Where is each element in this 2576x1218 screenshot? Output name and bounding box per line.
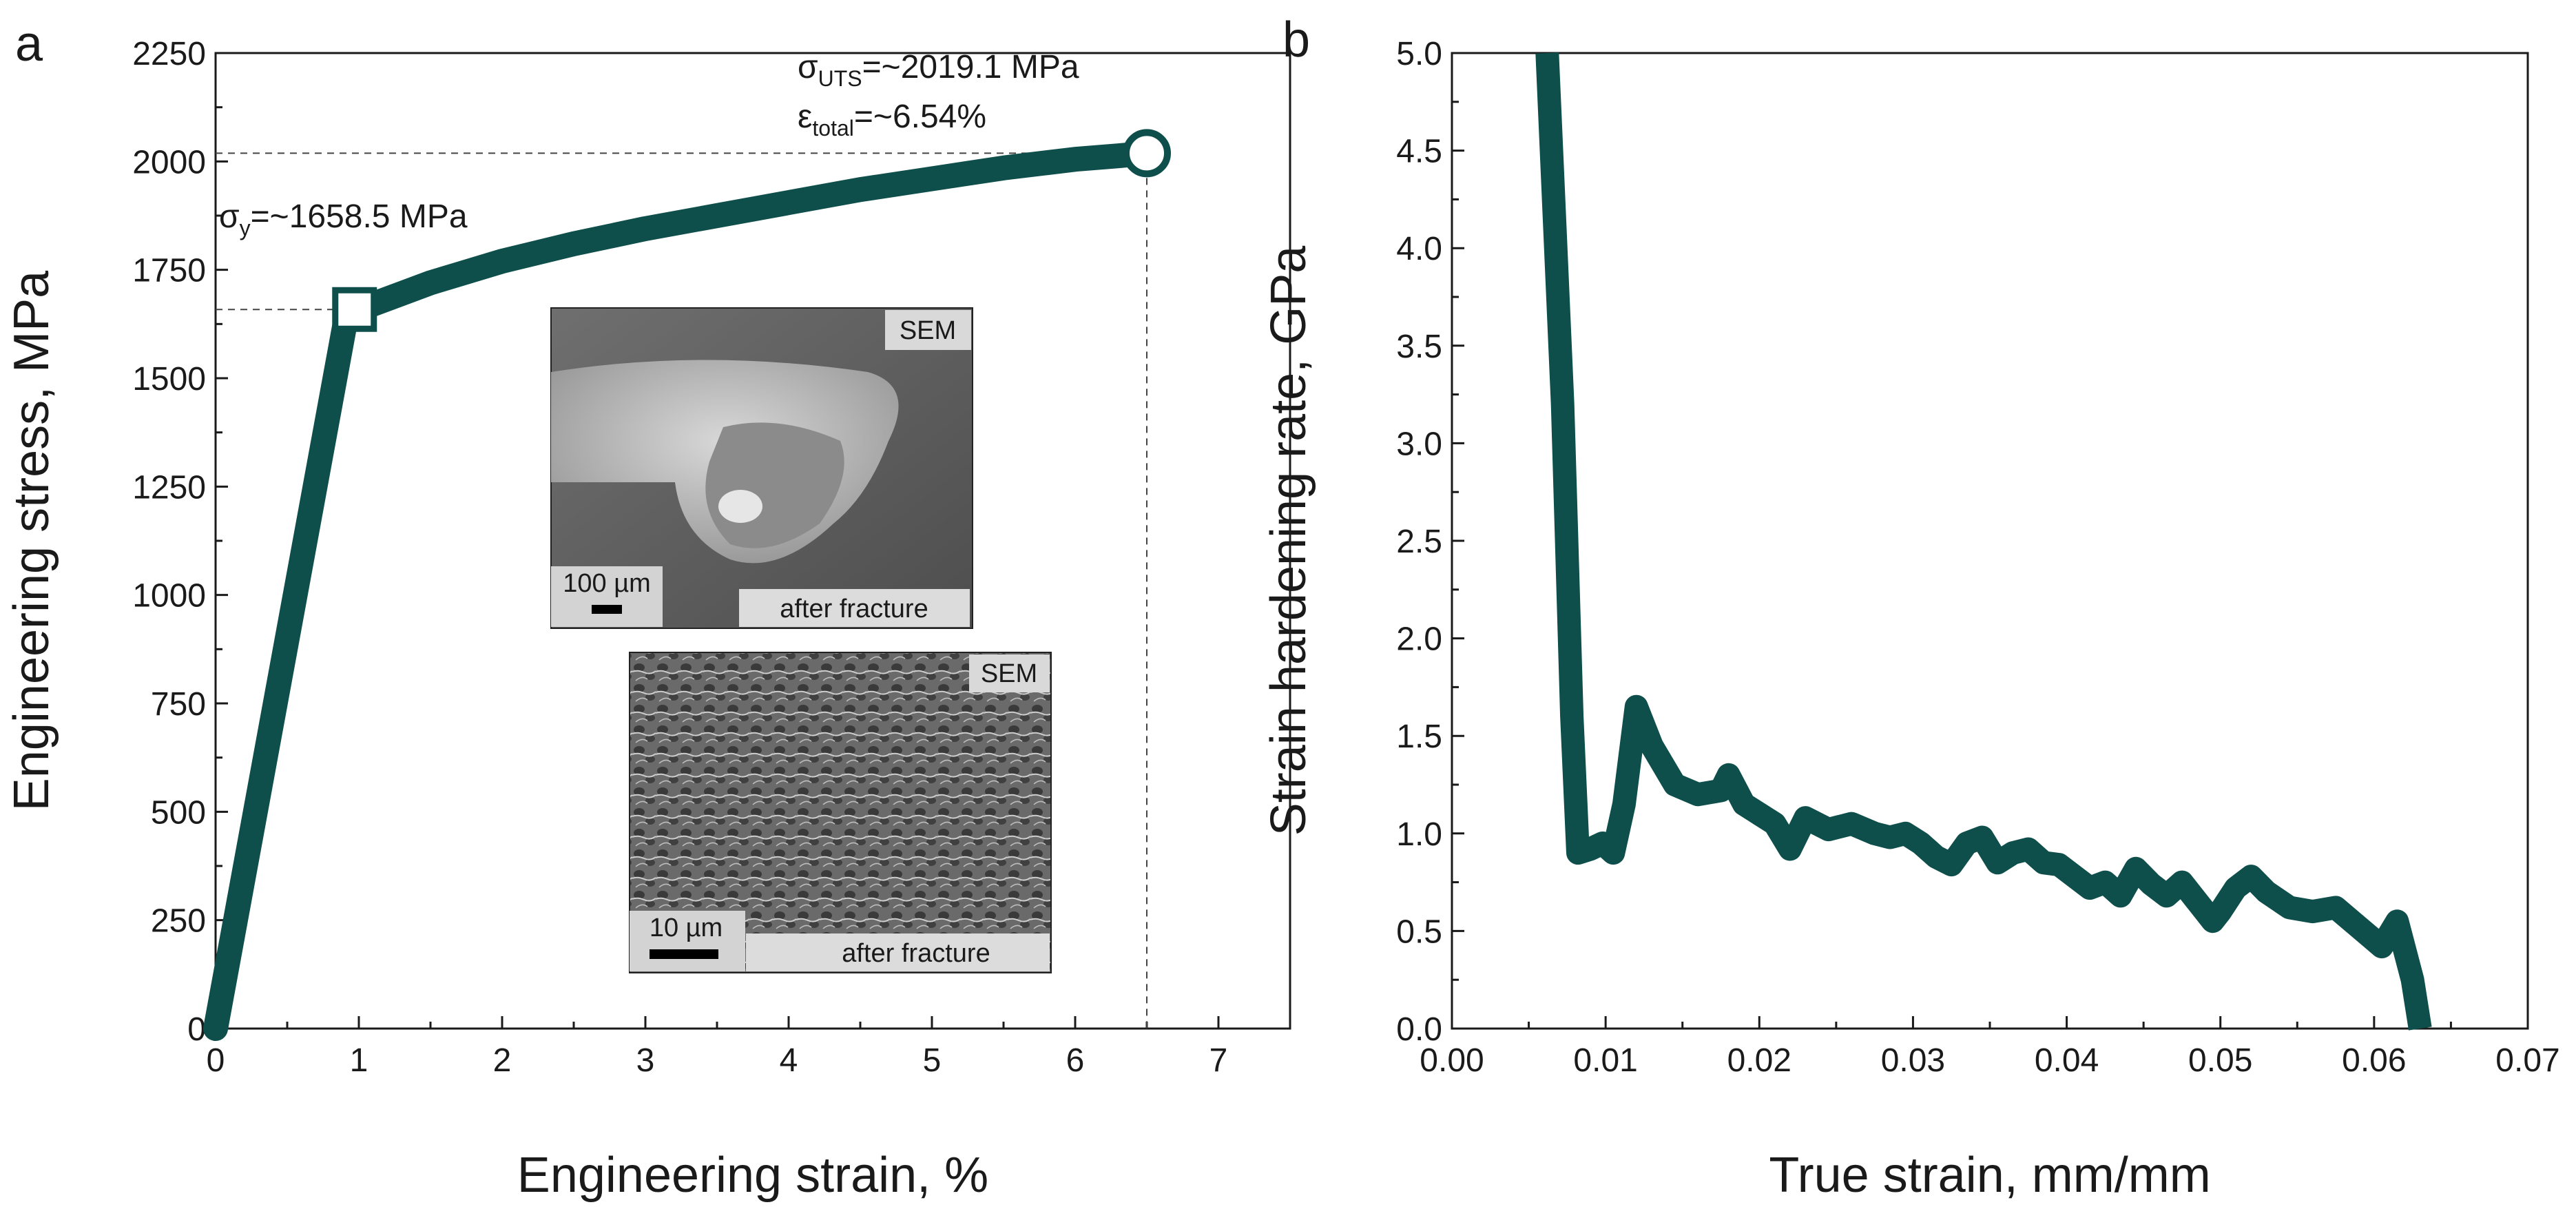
sem-inset-dimples-scale-box — [630, 911, 745, 971]
sem-inset-dimples-tag: SEM — [981, 659, 1037, 688]
panel-a-y-tick-label: 2250 — [132, 36, 206, 72]
panel-a-x-tick-label: 5 — [923, 1042, 942, 1079]
panel-b-y-tick-label: 0.0 — [1396, 1011, 1442, 1048]
uts-annotation: σUTS=~2019.1 MPa — [798, 49, 1079, 91]
panel-a-y-axis-label: Engineering stress, MPa — [4, 270, 59, 811]
sem-inset-dimples-scale-bar — [650, 949, 718, 959]
panel-a-y-ticks: 0 250 500 750 1000 1250 1500 1750 2000 2250 — [132, 36, 228, 1048]
yield-annotation: σy=~1658.5 MPa — [219, 198, 468, 240]
sem-inset-dimples-caption: after fracture — [842, 939, 990, 968]
sem-inset-dimples-scale-label: 10 µm — [650, 914, 723, 942]
panel-b-x-tick-label: 0.01 — [1573, 1042, 1637, 1079]
yield-subscript: y — [240, 216, 251, 240]
panel-a-y-tick-label: 0 — [187, 1011, 206, 1048]
total-subscript: total — [812, 116, 853, 141]
panel-a-x-axis-label: Engineering strain, % — [517, 1148, 988, 1203]
panel-a-x-tick-label: 1 — [350, 1042, 368, 1079]
sem-inset-overview-tag: SEM — [900, 316, 956, 345]
panel-b-x-axis-label: True strain, mm/mm — [1769, 1148, 2210, 1203]
panel-b-x-tick-label: 0.06 — [2342, 1042, 2406, 1079]
panel-a-y-tick-label: 750 — [151, 686, 206, 723]
hardening-rate-curve — [1535, 52, 2432, 1031]
panel-b-label: b — [1282, 12, 1310, 68]
panel-b-plot-frame — [1451, 52, 2529, 1030]
sem-inset-overview-caption: after fracture — [780, 595, 928, 623]
yield-value: =~1658.5 MPa — [251, 198, 468, 235]
uts-symbol: σ — [798, 49, 818, 85]
panel-b-y-tick-label: 2.0 — [1396, 621, 1442, 658]
panel-a-x-tick-label: 2 — [493, 1042, 512, 1079]
panel-a-y-tick-label: 1500 — [132, 361, 206, 398]
panel-b-y-tick-label: 4.5 — [1396, 134, 1442, 170]
sem-inset-overview-tag-box — [885, 310, 971, 350]
sem-inset-overview-caption-box — [739, 589, 970, 627]
panel-b-x-tick-label: 0.03 — [1881, 1042, 1945, 1079]
panel-a-y-tick-label: 1250 — [132, 469, 206, 506]
yield-point-marker — [332, 287, 377, 332]
panel-a-x-ticks: 0 1 2 3 4 5 6 7 — [207, 1016, 1291, 1079]
panel-a-y-tick-label: 1000 — [132, 578, 206, 615]
total-value: =~6.54% — [854, 99, 986, 135]
panel-b-y-ticks: 0.0 0.5 1.0 1.5 2.0 2.5 3.0 3.5 4.0 4.5 5.0 — [1396, 36, 1464, 1048]
panel-b-y-tick-label: 1.5 — [1396, 719, 1442, 755]
panel-b-y-tick-label: 0.5 — [1396, 914, 1442, 950]
panel-b-y-tick-label: 2.5 — [1396, 524, 1442, 560]
panel-a: a Engineering stress, MPa Engineering st… — [4, 17, 1291, 1203]
panel-b-y-tick-label: 1.0 — [1396, 816, 1442, 853]
panel-b: b Strain hardening rate, GPa True strain… — [1261, 12, 2560, 1203]
sem-inset-dimples: SEM after fracture 10 µm — [629, 652, 1052, 973]
panel-b-y-axis-label: Strain hardening rate, GPa — [1261, 245, 1316, 836]
panel-a-x-tick-label: 6 — [1066, 1042, 1085, 1079]
fracture-origin-shape — [718, 490, 762, 523]
panel-b-x-ticks: 0.00 0.01 0.02 0.03 0.04 0.05 0.06 0.07 — [1420, 1016, 2560, 1079]
panel-a-y-tick-label: 1750 — [132, 253, 206, 289]
total-symbol: ε — [798, 99, 812, 135]
sem-inset-dimples-tag-box — [969, 654, 1050, 692]
panel-b-x-tick-label: 0.04 — [2035, 1042, 2099, 1079]
uts-value: =~2019.1 MPa — [862, 49, 1079, 85]
panel-b-x-tick-label: 0.02 — [1727, 1042, 1791, 1079]
panel-b-y-tick-label: 4.0 — [1396, 231, 1442, 267]
panel-a-x-tick-label: 4 — [780, 1042, 798, 1079]
uts-subscript: UTS — [818, 66, 862, 91]
sem-inset-overview-scale-label: 100 µm — [563, 569, 651, 598]
total-strain-annotation: εtotal=~6.54% — [798, 99, 986, 141]
panel-a-y-tick-label: 2000 — [132, 144, 206, 180]
yield-symbol: σ — [219, 198, 240, 235]
panel-b-y-tick-label: 3.0 — [1396, 426, 1442, 462]
panel-a-x-tick-label: 3 — [636, 1042, 655, 1079]
panel-b-y-tick-label: 3.5 — [1396, 329, 1442, 365]
panel-b-x-tick-label: 0.00 — [1420, 1042, 1484, 1079]
panel-a-x-tick-label: 7 — [1209, 1042, 1228, 1079]
panel-a-y-tick-label: 250 — [151, 903, 206, 940]
sem-inset-overview: SEM after fracture 100 µm — [550, 307, 973, 629]
sem-inset-dimples-caption-box — [746, 933, 1050, 971]
panel-b-x-tick-label: 0.07 — [2495, 1042, 2559, 1079]
panel-a-y-tick-label: 500 — [151, 794, 206, 831]
uts-point-marker — [1123, 129, 1171, 178]
sem-inset-overview-scale-box — [551, 566, 663, 627]
panel-b-y-tick-label: 5.0 — [1396, 36, 1442, 72]
sem-inset-overview-scale-bar — [592, 605, 622, 614]
panel-b-x-tick-label: 0.05 — [2188, 1042, 2252, 1079]
panel-a-label: a — [15, 17, 43, 72]
panel-a-x-tick-label: 0 — [207, 1042, 225, 1079]
